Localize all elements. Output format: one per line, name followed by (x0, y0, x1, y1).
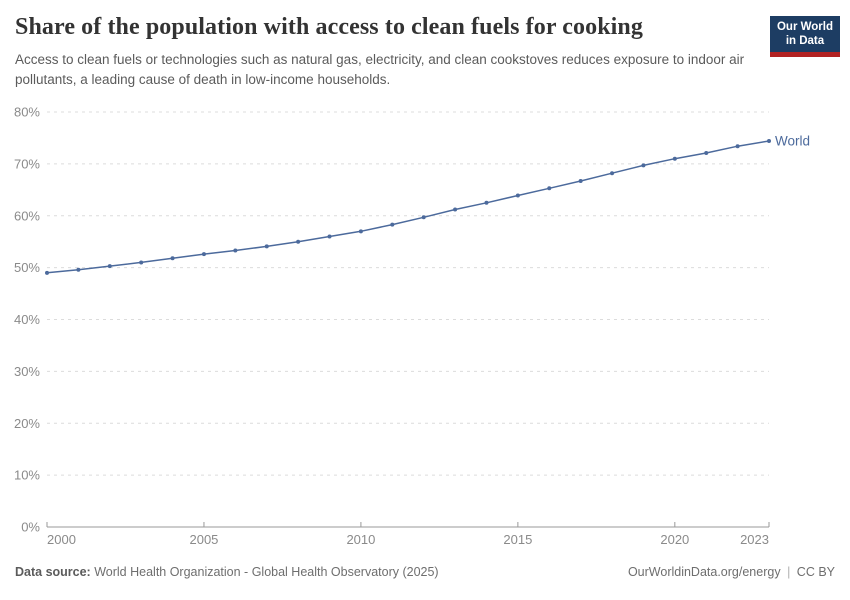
y-axis-label: 60% (14, 208, 40, 223)
data-point[interactable] (421, 215, 426, 220)
chart-subtitle: Access to clean fuels or technologies su… (15, 52, 745, 87)
x-axis-label: 2023 (740, 532, 769, 547)
footer-attribution: OurWorldinData.org/energy | CC BY (628, 565, 835, 579)
y-axis-label: 70% (14, 156, 40, 171)
data-point[interactable] (547, 186, 552, 191)
data-point[interactable] (201, 252, 206, 257)
data-source: Data source: World Health Organization -… (15, 565, 439, 579)
y-axis-label: 0% (21, 520, 40, 535)
y-axis-label: 50% (14, 260, 40, 275)
owid-logo[interactable]: Our World in Data (769, 16, 840, 57)
data-point[interactable] (672, 156, 677, 161)
series-label-world[interactable]: World (775, 134, 810, 149)
y-axis-label: 80% (14, 105, 40, 120)
license-link[interactable]: CC BY (796, 565, 835, 579)
x-axis-label: 2010 (346, 532, 375, 547)
x-axis-label: 2000 (47, 532, 76, 547)
x-axis-label: 2005 (189, 532, 218, 547)
chart-title: Share of the population with access to c… (15, 14, 643, 40)
data-point[interactable] (704, 150, 709, 155)
data-point[interactable] (578, 178, 583, 183)
owid-url-link[interactable]: OurWorldinData.org/energy (627, 565, 781, 579)
data-point[interactable] (453, 207, 458, 212)
data-source-label: Data source: (15, 565, 91, 579)
data-point[interactable] (358, 229, 363, 234)
chart-header: Share of the population with access to c… (15, 14, 835, 89)
data-point[interactable] (296, 239, 301, 244)
data-point[interactable] (233, 248, 238, 253)
world-line (46, 140, 770, 274)
data-point[interactable] (515, 193, 520, 198)
data-point[interactable] (767, 139, 771, 144)
y-axis-label: 30% (14, 364, 40, 379)
data-point[interactable] (76, 267, 81, 272)
data-point[interactable] (139, 260, 144, 265)
data-point[interactable] (484, 200, 489, 205)
data-point[interactable] (327, 234, 332, 239)
data-point[interactable] (45, 270, 49, 275)
footer-separator: | (787, 565, 791, 579)
data-point[interactable] (107, 264, 112, 269)
data-point[interactable] (390, 222, 395, 227)
x-axis-label: 2020 (660, 532, 689, 547)
y-axis-label: 10% (14, 468, 40, 483)
data-point[interactable] (735, 144, 740, 149)
logo-text-line1: Our World (776, 21, 833, 33)
logo-text-line2: in Data (785, 35, 825, 48)
data-point[interactable] (610, 171, 615, 176)
chart-footer: Data source: World Health Organization -… (15, 565, 835, 579)
x-axis-label: 2015 (503, 532, 532, 547)
data-point[interactable] (170, 256, 175, 261)
y-axis-label: 20% (14, 416, 40, 431)
data-point[interactable] (641, 163, 646, 168)
y-axis-label: 40% (14, 312, 40, 327)
data-point[interactable] (264, 244, 269, 249)
data-source-value: World Health Organization - Global Healt… (94, 565, 439, 579)
